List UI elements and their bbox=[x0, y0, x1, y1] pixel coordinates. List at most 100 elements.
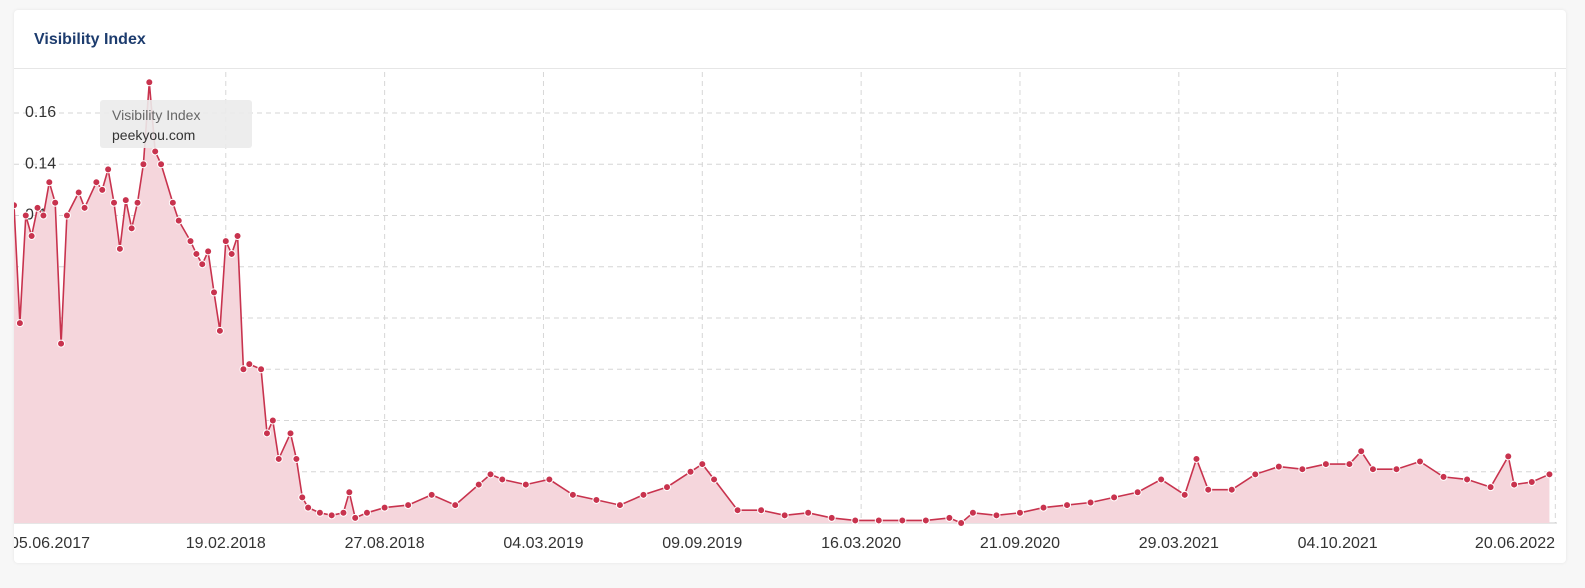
point bbox=[404, 501, 413, 510]
point bbox=[339, 508, 348, 517]
point bbox=[345, 488, 354, 497]
point bbox=[1545, 470, 1554, 479]
line bbox=[14, 82, 1550, 524]
point bbox=[98, 185, 107, 194]
point bbox=[874, 516, 883, 525]
point bbox=[245, 360, 254, 369]
point bbox=[733, 506, 742, 515]
x-tick-label: 16.03.2020 bbox=[821, 535, 901, 552]
point bbox=[14, 201, 18, 210]
point bbox=[1192, 454, 1201, 463]
point bbox=[145, 78, 154, 87]
point bbox=[1463, 475, 1472, 484]
point bbox=[1251, 470, 1260, 479]
point bbox=[168, 198, 177, 207]
point bbox=[215, 326, 224, 335]
point bbox=[121, 196, 130, 205]
area bbox=[14, 82, 1550, 524]
x-tick-label: 04.10.2021 bbox=[1298, 535, 1378, 552]
tooltip-title: Visibility Index bbox=[112, 107, 201, 123]
x-tick-label: 27.08.2018 bbox=[345, 535, 425, 552]
point bbox=[451, 501, 460, 510]
legend-entry: peekyou.com bbox=[112, 127, 196, 143]
point bbox=[1063, 501, 1072, 510]
point bbox=[1180, 490, 1189, 499]
point bbox=[21, 211, 30, 220]
point bbox=[239, 365, 248, 374]
point bbox=[1416, 457, 1425, 466]
point bbox=[615, 501, 624, 510]
point bbox=[110, 198, 119, 207]
point bbox=[133, 198, 142, 207]
card-title: Visibility Index bbox=[34, 31, 146, 48]
point bbox=[686, 467, 695, 476]
point bbox=[268, 416, 277, 425]
x-tick-label: 21.09.2020 bbox=[980, 535, 1060, 552]
point bbox=[286, 429, 295, 438]
separator bbox=[14, 68, 1566, 69]
point bbox=[233, 232, 242, 240]
point bbox=[139, 160, 148, 169]
point bbox=[1504, 452, 1513, 461]
point bbox=[1527, 478, 1536, 486]
point bbox=[1157, 475, 1166, 484]
point bbox=[1274, 462, 1283, 471]
point bbox=[521, 480, 530, 489]
point bbox=[315, 508, 324, 517]
point bbox=[827, 513, 836, 522]
point bbox=[74, 188, 83, 197]
point bbox=[115, 244, 124, 253]
point bbox=[780, 511, 789, 520]
point bbox=[351, 513, 360, 522]
point bbox=[80, 203, 89, 212]
card: Visibility Index 0.020.040.060.080.10.12… bbox=[14, 10, 1566, 563]
point bbox=[757, 506, 766, 515]
point bbox=[210, 288, 219, 297]
point bbox=[380, 503, 389, 512]
x-tick-label: 09.09.2019 bbox=[662, 535, 742, 552]
point bbox=[474, 480, 483, 489]
x-tick-label: 20.06.2022 bbox=[1475, 535, 1555, 552]
point bbox=[921, 516, 930, 525]
point bbox=[1039, 503, 1048, 512]
point bbox=[362, 508, 371, 517]
point bbox=[498, 475, 507, 484]
point bbox=[1392, 465, 1401, 474]
point bbox=[1133, 488, 1142, 497]
x-tick-label: 04.03.2019 bbox=[503, 535, 583, 552]
point bbox=[292, 454, 301, 463]
point bbox=[1204, 485, 1213, 494]
x-tick-label: 19.02.2018 bbox=[186, 535, 266, 552]
point bbox=[15, 319, 24, 328]
point bbox=[1110, 493, 1119, 502]
y-tick-label: 0.16 bbox=[25, 104, 56, 121]
point bbox=[257, 365, 266, 374]
point bbox=[1486, 483, 1495, 492]
point bbox=[62, 211, 71, 220]
point bbox=[127, 224, 136, 233]
point bbox=[227, 249, 236, 258]
point bbox=[157, 160, 166, 169]
point bbox=[51, 198, 60, 207]
point bbox=[968, 508, 977, 517]
point bbox=[104, 165, 113, 174]
point bbox=[174, 216, 183, 225]
point bbox=[39, 211, 48, 220]
x-tick-label: 05.06.2017 bbox=[14, 535, 90, 552]
point bbox=[192, 249, 201, 258]
y-tick-label: 0.14 bbox=[25, 155, 56, 172]
point bbox=[1227, 485, 1236, 494]
point bbox=[957, 519, 966, 527]
point bbox=[45, 178, 54, 187]
tooltip: Visibility Index peekyou.com bbox=[100, 100, 252, 148]
point bbox=[27, 232, 36, 240]
point bbox=[698, 460, 707, 469]
point bbox=[1015, 508, 1024, 517]
point bbox=[151, 147, 160, 156]
point bbox=[851, 516, 860, 525]
point bbox=[1439, 472, 1448, 481]
point bbox=[592, 495, 601, 504]
point bbox=[1321, 460, 1330, 469]
point bbox=[198, 260, 207, 269]
